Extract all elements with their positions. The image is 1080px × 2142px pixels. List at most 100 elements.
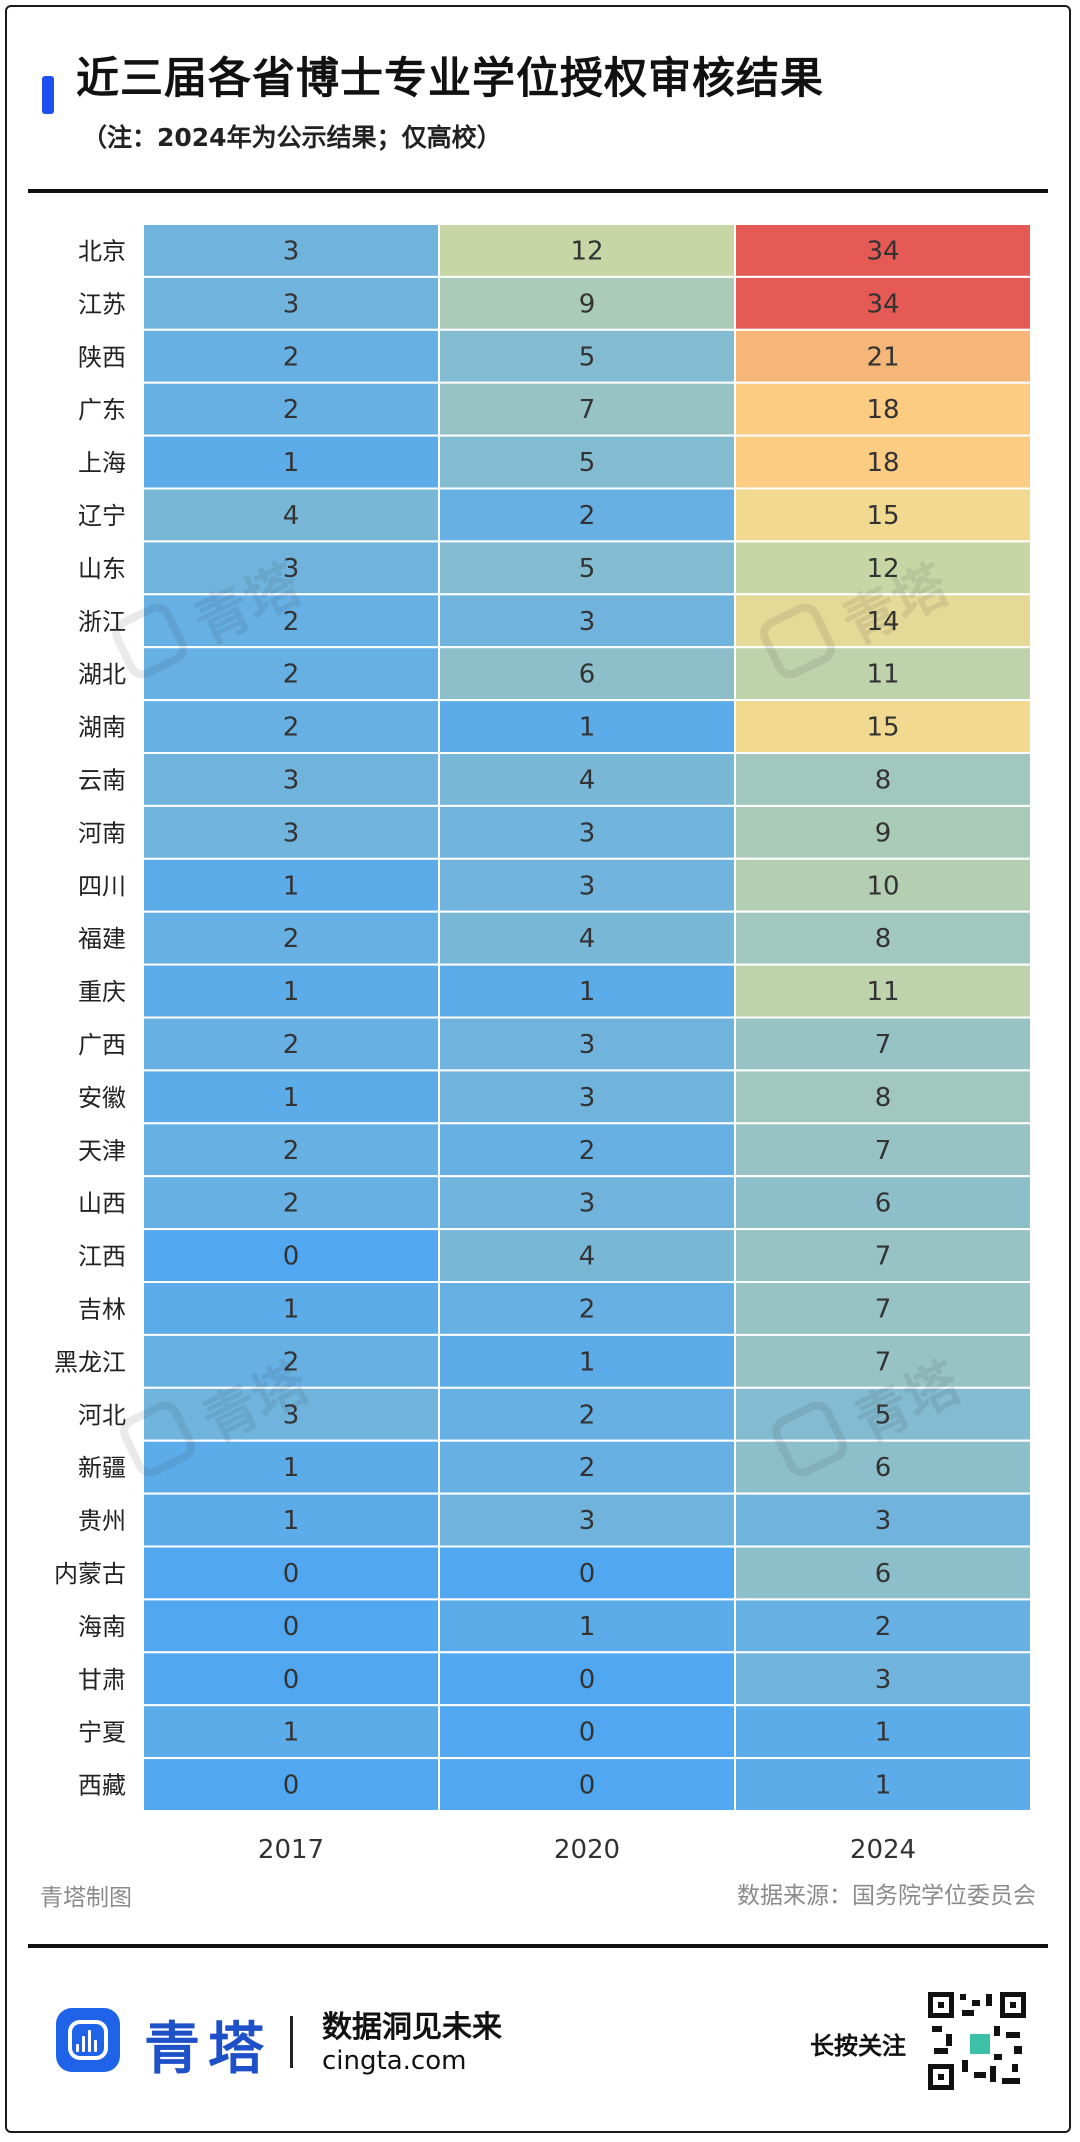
heatmap-cell [142, 857, 440, 913]
heatmap-cell [438, 328, 736, 384]
heatmap-cell [142, 1439, 440, 1495]
cell-value-label: 2 [283, 607, 300, 637]
row-label: 福建 [78, 925, 126, 953]
heatmap-cell [438, 1333, 736, 1389]
cell-value-label: 2 [283, 395, 300, 425]
cell-value-label: 5 [579, 342, 596, 372]
heatmap-cell [734, 275, 1032, 331]
cell-value-label: 3 [283, 554, 300, 584]
heatmap-cell [734, 434, 1032, 490]
heatmap-cell [142, 910, 440, 966]
row-label: 河北 [78, 1401, 126, 1429]
row-label: 北京 [78, 237, 126, 265]
brand-slogan: 数据洞见未来 [322, 2010, 502, 2045]
heatmap-cell [142, 1333, 440, 1389]
heatmap-cell [142, 1598, 440, 1654]
data-source: 数据来源：国务院学位委员会 [737, 1883, 1036, 1909]
brand-name: 青塔 [144, 2017, 272, 2082]
cingta-logo-icon [56, 2008, 120, 2072]
cell-value-label: 0 [579, 1771, 596, 1801]
heatmap-cell [734, 1069, 1032, 1125]
heatmap-cell [734, 540, 1032, 596]
brand-website[interactable]: cingta.com [322, 2046, 467, 2076]
row-label: 江西 [78, 1243, 126, 1271]
heatmap-cell [438, 1439, 736, 1495]
cell-value-label: 6 [875, 1189, 892, 1219]
cell-value-label: 1 [283, 977, 300, 1007]
heatmap-cell [438, 646, 736, 702]
heatmap-cell [438, 1122, 736, 1178]
row-label: 新疆 [78, 1454, 126, 1482]
row-label: 安徽 [78, 1084, 126, 1112]
heatmap-cell [734, 1281, 1032, 1336]
heatmap-cell [438, 1386, 736, 1442]
cell-value-label: 1 [283, 1294, 300, 1324]
row-label: 吉林 [78, 1295, 126, 1323]
cell-value-label: 18 [866, 448, 899, 478]
qr-code-icon[interactable] [928, 1992, 1026, 2090]
cell-value-label: 11 [866, 977, 899, 1007]
row-label: 重庆 [78, 978, 126, 1006]
heatmap-cell [142, 646, 440, 702]
row-label: 山西 [78, 1190, 126, 1218]
heatmap-cell [734, 1545, 1032, 1601]
row-label: 天津 [78, 1137, 126, 1165]
cell-value-label: 0 [283, 1771, 300, 1801]
cell-value-label: 2 [579, 1136, 596, 1166]
cell-value-label: 3 [579, 1030, 596, 1060]
row-label: 海南 [78, 1613, 126, 1641]
cell-value-label: 3 [283, 1400, 300, 1430]
heatmap-cell [734, 699, 1032, 754]
row-label: 广东 [78, 396, 126, 424]
cell-value-label: 1 [283, 1506, 300, 1536]
cell-value-label: 1 [579, 713, 596, 743]
heatmap-cell [438, 434, 736, 490]
cell-value-label: 1 [579, 1347, 596, 1377]
cell-value-label: 1 [283, 1453, 300, 1483]
cell-value-label: 1 [579, 1612, 596, 1642]
heatmap-cell [734, 1598, 1032, 1654]
cell-value-label: 10 [866, 871, 899, 901]
cell-value-label: 3 [579, 1189, 596, 1219]
row-label: 黑龙江 [54, 1348, 126, 1376]
cell-value-label: 8 [875, 1083, 892, 1113]
row-label: 广西 [78, 1031, 126, 1059]
cell-value-label: 1 [283, 1718, 300, 1748]
cell-value-label: 0 [579, 1718, 596, 1748]
cell-value-label: 12 [866, 554, 899, 584]
cell-value-label: 15 [866, 713, 899, 743]
chart-maker-credit: 青塔制图 [40, 1885, 132, 1911]
cell-value-label: 2 [579, 1400, 596, 1430]
row-label: 浙江 [78, 608, 126, 636]
cell-value-label: 0 [579, 1559, 596, 1589]
heatmap-cells [142, 223, 1032, 1812]
cell-value-label: 5 [579, 554, 596, 584]
heatmap-cell [142, 275, 440, 331]
cell-value-label: 3 [579, 818, 596, 848]
row-label: 宁夏 [78, 1719, 126, 1747]
cell-value-label: 7 [875, 1242, 892, 1272]
cell-value-label: 6 [579, 660, 596, 690]
cell-value-label: 2 [283, 713, 300, 743]
cell-value-label: 0 [283, 1242, 300, 1272]
heatmap-cell [142, 804, 440, 860]
heatmap-cell [734, 1757, 1032, 1812]
cell-value-label: 2 [579, 1294, 596, 1324]
cell-value-label: 2 [283, 1030, 300, 1060]
page-title: 近三届各省博士专业学位授权审核结果 [76, 54, 824, 104]
bottom-divider [28, 1944, 1048, 1948]
heatmap-cell [734, 1704, 1032, 1760]
cell-value-label: 1 [875, 1718, 892, 1748]
heatmap-cell [438, 1228, 736, 1283]
cell-value-label: 3 [579, 607, 596, 637]
cell-value-label: 0 [283, 1559, 300, 1589]
cell-value-label: 12 [570, 236, 603, 266]
cell-value-label: 1 [283, 871, 300, 901]
poster-frame [5, 5, 1071, 2133]
cell-value-label: 7 [875, 1030, 892, 1060]
follow-prompt: 长按关注 [810, 2032, 906, 2060]
page-subtitle: （注：2024年为公示结果；仅高校） [82, 123, 502, 152]
heatmap-cell [734, 1492, 1032, 1548]
cell-value-label: 6 [875, 1453, 892, 1483]
